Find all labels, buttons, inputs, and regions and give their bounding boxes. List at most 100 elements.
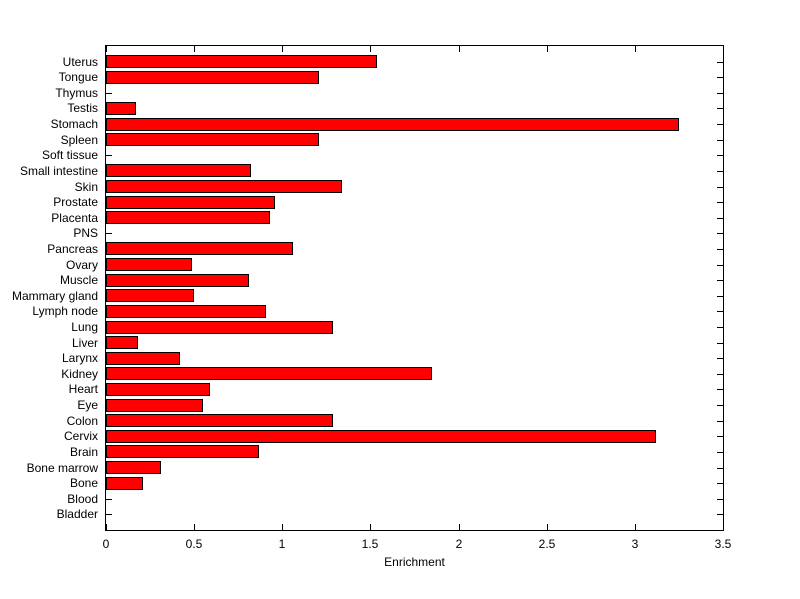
x-tick-label: 2	[455, 537, 463, 551]
y-axis-tick-right	[717, 311, 723, 312]
y-tick-label: Bone marrow	[26, 460, 98, 475]
y-axis-tick-right	[717, 249, 723, 250]
y-tick-label: Skin	[74, 179, 98, 194]
bar-eye	[106, 399, 203, 412]
y-tick-label: Tongue	[58, 70, 98, 85]
x-axis-tick-top	[370, 46, 371, 52]
bar-colon	[106, 414, 333, 427]
bar-small-intestine	[106, 164, 251, 177]
y-axis-tick-right	[717, 452, 723, 453]
y-axis-tick-right	[717, 155, 723, 156]
bar-brain	[106, 445, 259, 458]
bar-kidney	[106, 367, 432, 380]
y-axis-tick-right	[717, 93, 723, 94]
y-axis-tick-right	[717, 265, 723, 266]
y-tick-label: Uterus	[62, 54, 98, 69]
y-tick-label: Spleen	[60, 132, 98, 147]
y-tick-label: Eye	[77, 398, 98, 413]
y-tick-label: Prostate	[53, 195, 98, 210]
x-axis-tick-top	[723, 46, 724, 52]
y-axis-tick-right	[717, 421, 723, 422]
y-axis-tick-right	[717, 233, 723, 234]
bar-pancreas	[106, 242, 293, 255]
x-axis-tick-top	[459, 46, 460, 52]
x-tick-label: 0	[102, 537, 110, 551]
y-axis-tick-right	[717, 468, 723, 469]
bar-placenta	[106, 211, 270, 224]
y-tick-label: Pancreas	[47, 241, 98, 256]
x-axis-tick	[370, 524, 371, 530]
y-tick-label: Testis	[67, 101, 98, 116]
y-axis-tick	[106, 499, 112, 500]
bar-heart	[106, 383, 210, 396]
bar-cervix	[106, 430, 656, 443]
y-axis-tick-right	[717, 405, 723, 406]
y-tick-label: Heart	[68, 382, 98, 397]
y-tick-label: Lung	[71, 320, 98, 335]
x-tick-label: 0.5	[185, 537, 203, 551]
x-axis-tick	[635, 524, 636, 530]
y-axis-tick-right	[717, 358, 723, 359]
y-tick-label: Soft tissue	[41, 148, 98, 163]
y-axis-tick-right	[717, 202, 723, 203]
x-axis-tick	[723, 524, 724, 530]
y-axis-tick	[106, 155, 112, 156]
y-axis-tick-right	[717, 374, 723, 375]
y-tick-label: Ovary	[65, 257, 98, 272]
bar-muscle	[106, 274, 249, 287]
bar-stomach	[106, 118, 679, 131]
y-tick-label: Cervix	[63, 429, 98, 444]
x-axis-tick	[282, 524, 283, 530]
y-tick-label: PNS	[73, 226, 98, 241]
y-tick-label: Lymph node	[32, 304, 98, 319]
y-axis-tick-right	[717, 389, 723, 390]
y-axis-tick-right	[717, 436, 723, 437]
y-tick-label: Thymus	[55, 85, 98, 100]
y-axis-tick-right	[717, 124, 723, 125]
y-axis-tick-right	[717, 77, 723, 78]
y-axis-tick-right	[717, 280, 723, 281]
plot-area	[105, 45, 724, 531]
x-tick-label: 3.5	[714, 537, 732, 551]
bar-skin	[106, 180, 342, 193]
y-axis-tick-right	[717, 343, 723, 344]
x-axis-tick-top	[282, 46, 283, 52]
bar-tongue	[106, 71, 319, 84]
x-axis-tick-top	[106, 46, 107, 52]
y-axis-tick-right	[717, 514, 723, 515]
y-axis-tick-right	[717, 218, 723, 219]
y-axis-tick-right	[717, 171, 723, 172]
x-axis-tick	[194, 524, 195, 530]
x-axis-tick	[106, 524, 107, 530]
bar-ovary	[106, 258, 192, 271]
x-tick-label: 2.5	[538, 537, 556, 551]
x-tick-label: 1	[278, 537, 286, 551]
y-axis-tick	[106, 514, 112, 515]
y-tick-label: Colon	[66, 413, 98, 428]
y-axis-tick	[106, 233, 112, 234]
y-axis-tick-right	[717, 108, 723, 109]
x-axis-tick-top	[635, 46, 636, 52]
y-axis-tick-right	[717, 62, 723, 63]
y-tick-label: Muscle	[59, 273, 98, 288]
y-tick-label: Bladder	[56, 507, 98, 522]
y-axis-tick-right	[717, 296, 723, 297]
y-tick-label: Mammary gland	[11, 288, 98, 303]
x-tick-label: 1.5	[361, 537, 379, 551]
y-tick-label: Small intestine	[19, 163, 98, 178]
bar-lymph-node	[106, 305, 266, 318]
y-tick-label: Stomach	[50, 117, 98, 132]
x-axis-tick-top	[547, 46, 548, 52]
y-tick-label: Liver	[71, 335, 98, 350]
y-axis-tick-right	[717, 140, 723, 141]
y-axis-tick	[106, 93, 112, 94]
bar-testis	[106, 102, 136, 115]
y-axis-tick-right	[717, 187, 723, 188]
y-axis-tick-right	[717, 499, 723, 500]
y-tick-label: Placenta	[51, 210, 98, 225]
bar-prostate	[106, 196, 275, 209]
bar-uterus	[106, 55, 377, 68]
x-tick-label: 3	[631, 537, 639, 551]
x-axis-title: Enrichment	[384, 555, 445, 569]
